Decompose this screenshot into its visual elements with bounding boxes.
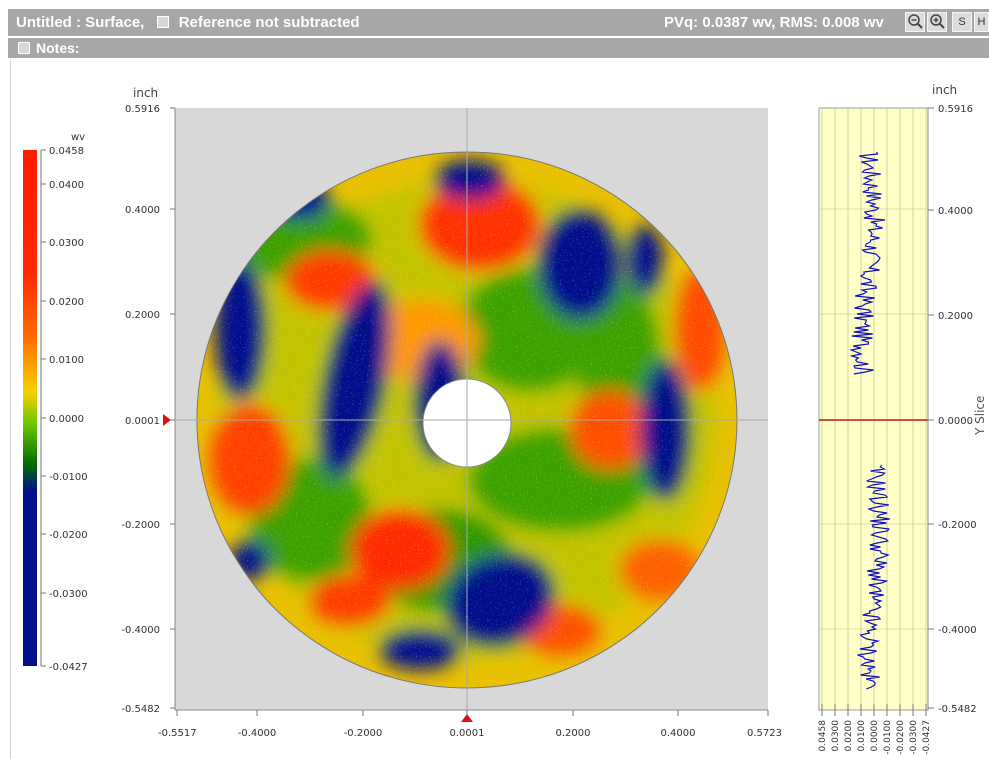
reference-label: Reference not subtracted <box>178 14 360 31</box>
notes-label: Notes: <box>36 40 80 56</box>
colorbar-tick-label: 0.0000 <box>49 414 84 425</box>
map-y-tick-label: -0.5482 <box>121 704 160 715</box>
map-y-tick-label: 0.2000 <box>125 310 160 321</box>
map-x-tick-label: 0.4000 <box>661 728 696 739</box>
map-x-tick-label: -0.4000 <box>238 728 277 739</box>
slice-y-tick-label: 0.5916 <box>938 104 973 115</box>
map-x-tick-label: -0.5517 <box>158 728 197 739</box>
map-y-tick-label: 0.0001 <box>125 416 160 427</box>
slice-y-unit: inch <box>932 83 957 97</box>
map-x-tick-label: 0.5723 <box>747 728 782 739</box>
slice-y-ticks: 0.5916 0.4000 0.2000 0.0000 -0.2000 -0.4000 -0… <box>928 104 977 715</box>
slice-y-tick-label: 0.2000 <box>938 311 973 322</box>
slice-y-tick-label: -0.2000 <box>938 520 977 531</box>
colorbar-tick-label: 0.0300 <box>49 238 84 249</box>
stats-readout: PVq: 0.0387 wv, RMS: 0.008 wv <box>664 14 884 31</box>
reference-checkbox[interactable] <box>156 16 169 28</box>
notes-toggle[interactable]: Notes: <box>18 40 80 56</box>
slice-x-tick-label: 0.0200 <box>844 720 854 752</box>
zoom-in-icon <box>930 14 945 29</box>
slice-x-tick-label: 0.0100 <box>857 720 867 752</box>
slice-x-tick-label: -0.0100 <box>883 720 893 755</box>
slice-y-tick-label: 0.4000 <box>938 206 973 217</box>
notes-bar: Notes: <box>8 38 989 58</box>
slice-x-tick-label: -0.0427 <box>922 720 932 755</box>
slice-x-tick-label: 0.0458 <box>818 720 828 752</box>
y-slice-marker-icon[interactable] <box>163 414 171 426</box>
slice-profile-upper <box>849 151 885 375</box>
slice-x-tick-label: 0.0000 <box>870 720 880 752</box>
map-x-tick-label: -0.2000 <box>344 728 383 739</box>
map-x-tick-label: 0.2000 <box>556 728 591 739</box>
colorbar-tick-label: -0.0427 <box>49 662 88 673</box>
slice-x-tick-label: -0.0300 <box>909 720 919 755</box>
slice-grid <box>819 108 928 710</box>
map-y-tick-label: -0.2000 <box>121 520 160 531</box>
title-text-group: Untitled : Surface, Reference not subtra… <box>16 14 360 31</box>
slice-x-tick-label: -0.0200 <box>896 720 906 755</box>
map-x-tick-label: 0.0001 <box>450 728 485 739</box>
colorbar-unit: wv <box>71 132 85 143</box>
colorbar-tick-label: -0.0100 <box>49 472 88 483</box>
colorbar-tick-label: 0.0458 <box>49 146 84 157</box>
window-title: Untitled : Surface, <box>16 14 145 31</box>
slice-profile-lower <box>857 464 890 690</box>
s-button[interactable]: S <box>952 12 972 32</box>
zoom-out-icon <box>908 14 923 29</box>
map-y-unit: inch <box>133 86 158 100</box>
slice-x-tick-label: 0.0300 <box>831 720 841 752</box>
disc-outline <box>196 151 738 689</box>
x-slice-marker-icon[interactable] <box>461 714 473 722</box>
slice-x-ticks: 0.0458 0.0300 0.0200 0.0100 0.0000 -0.0100 -0.… <box>818 704 932 755</box>
colorbar-tick-label: 0.0200 <box>49 297 84 308</box>
zoom-in-button[interactable] <box>927 12 947 32</box>
slice-y-tick-label: -0.4000 <box>938 625 977 636</box>
colorbar-ticks: 0.0458 0.0400 0.0300 0.0200 0.0100 0.0000 -0.0… <box>41 146 88 673</box>
map-y-tick-label: 0.5916 <box>125 104 160 115</box>
slice-y-tick-label: -0.5482 <box>938 704 977 715</box>
map-y-ticks: 0.5916 0.4000 0.2000 0.0001 -0.2000 -0.4000 -0… <box>121 104 175 715</box>
notes-checkbox[interactable] <box>18 42 30 54</box>
map-y-tick-label: -0.4000 <box>121 625 160 636</box>
map-y-tick-label: 0.4000 <box>125 205 160 216</box>
colorbar-tick-label: -0.0300 <box>49 589 88 600</box>
title-bar: Untitled : Surface, Reference not subtra… <box>8 9 989 36</box>
map-x-ticks: -0.5517 -0.4000 -0.2000 0.0001 0.2000 0.4000 0… <box>158 710 782 739</box>
slice-title: Y Slice <box>973 396 987 436</box>
colorbar-tick-label: 0.0400 <box>49 180 84 191</box>
colorbar-tick-label: 0.0100 <box>49 355 84 366</box>
zoom-out-button[interactable] <box>905 12 925 32</box>
colorbar-tick-label: -0.0200 <box>49 530 88 541</box>
slice-y-tick-label: 0.0000 <box>938 416 973 427</box>
colorbar <box>23 150 37 666</box>
